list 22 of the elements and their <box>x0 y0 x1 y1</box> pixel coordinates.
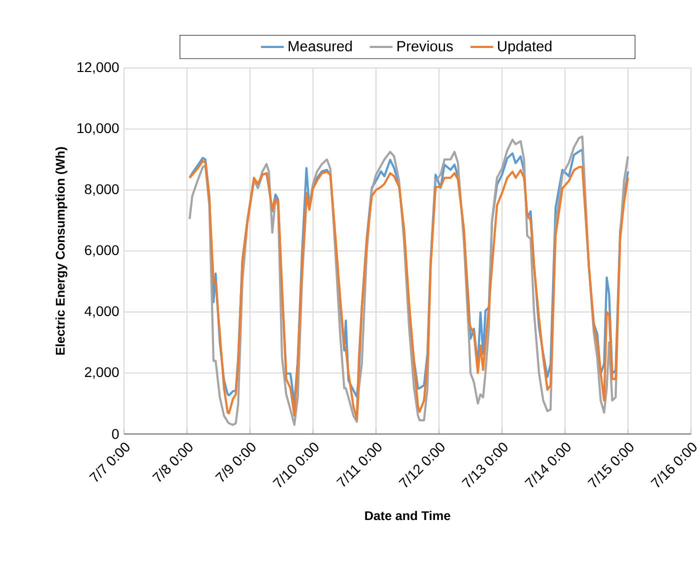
legend-label: Updated <box>498 40 552 54</box>
x-tick-label: 7/8 0:00 <box>152 442 192 482</box>
x-tick-label: 7/15 0:00 <box>588 442 634 488</box>
x-tick-label: 7/16 0:00 <box>650 442 696 488</box>
y-tick-label: 4,000 <box>84 306 119 318</box>
x-tick-label: 7/10 0:00 <box>272 442 318 488</box>
y-tick-label: 6,000 <box>84 245 119 257</box>
y-tick-label: 2,000 <box>84 367 119 379</box>
x-tick-label: 7/9 0:00 <box>215 442 256 482</box>
x-axis-title: Date and Time <box>365 510 450 520</box>
legend-label: Measured <box>288 40 352 52</box>
x-tick-label: 7/14 0:00 <box>524 442 570 488</box>
y-tick-label: 0 <box>112 429 119 439</box>
y-tick-label: 8,000 <box>84 184 119 196</box>
x-tick-label: 7/13 0:00 <box>462 442 508 488</box>
x-tick-label: 7/12 0:00 <box>398 442 444 488</box>
y-axis-title: Electric Energy Consumption (Wh) <box>55 147 68 355</box>
y-tick-label: 12,000 <box>78 62 119 74</box>
x-tick-label: 7/11 0:00 <box>336 442 382 487</box>
legend-label: Previous <box>398 40 453 52</box>
y-tick-label: 10,000 <box>78 123 119 135</box>
x-tick-label: 7/7 0:00 <box>89 442 130 482</box>
